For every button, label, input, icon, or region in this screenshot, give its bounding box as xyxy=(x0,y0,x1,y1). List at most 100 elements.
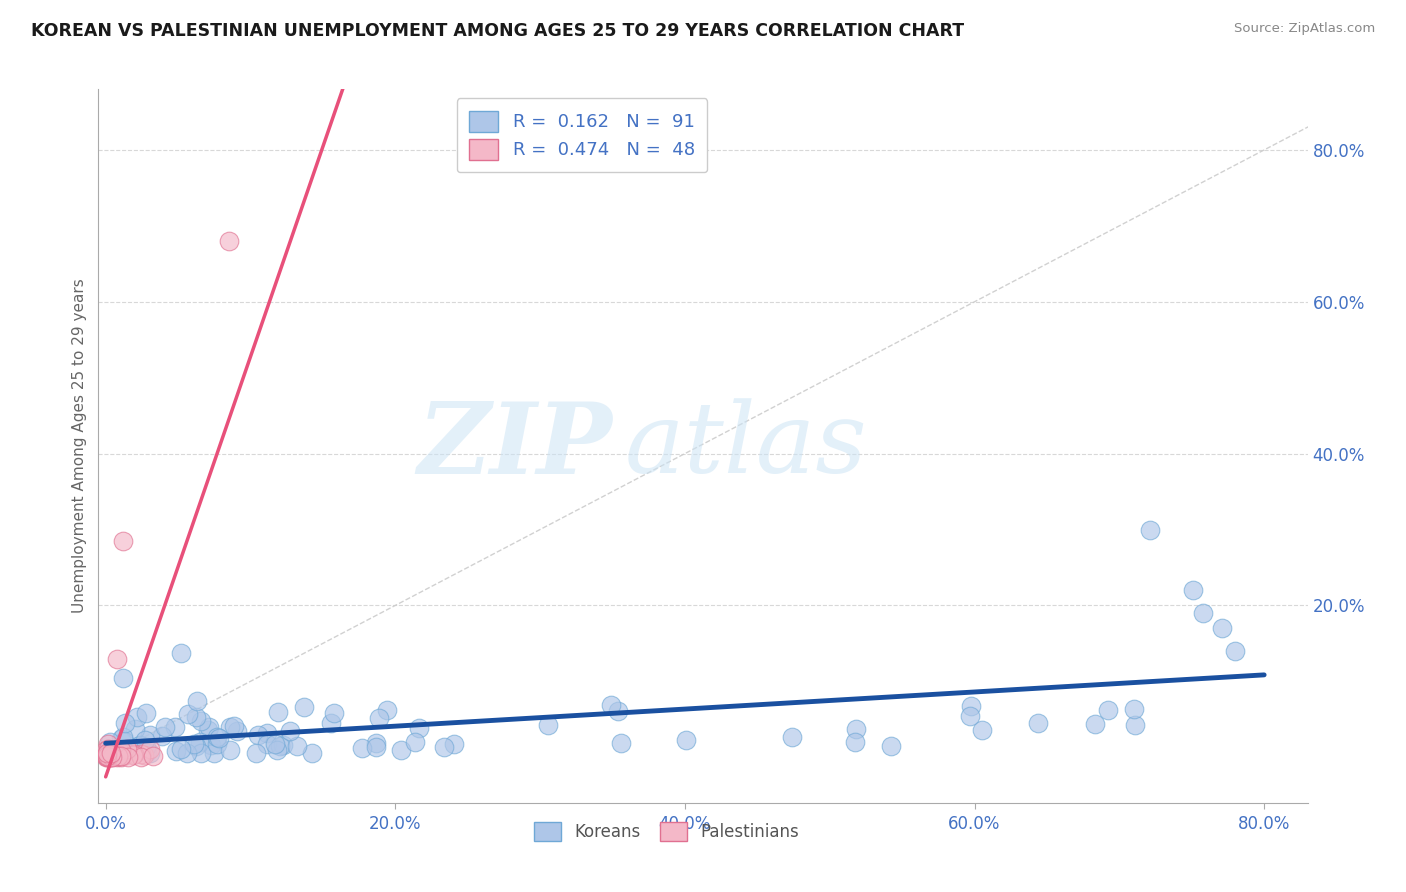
Point xyxy=(105,747,128,761)
Point xyxy=(135,740,157,755)
Point xyxy=(96,746,118,760)
Point xyxy=(122,747,145,762)
Point xyxy=(177,706,200,721)
Point xyxy=(368,711,391,725)
Point xyxy=(101,750,124,764)
Point xyxy=(96,749,118,764)
Point xyxy=(96,747,118,761)
Point xyxy=(97,745,120,759)
Point xyxy=(110,732,132,747)
Point xyxy=(610,736,633,750)
Point xyxy=(186,739,208,754)
Point xyxy=(959,708,981,723)
Point xyxy=(96,749,118,764)
Point xyxy=(256,726,278,740)
Text: atlas: atlas xyxy=(624,399,868,493)
Text: Source: ZipAtlas.com: Source: ZipAtlas.com xyxy=(1234,22,1375,36)
Point xyxy=(100,747,122,761)
Text: ZIP: ZIP xyxy=(418,398,613,494)
Point xyxy=(165,719,187,733)
Point xyxy=(105,749,128,764)
Point xyxy=(246,728,269,742)
Point xyxy=(129,738,152,752)
Point xyxy=(97,748,120,763)
Point xyxy=(256,737,278,751)
Point xyxy=(285,739,308,753)
Point xyxy=(97,749,120,764)
Point xyxy=(138,747,160,761)
Point xyxy=(110,749,132,764)
Point xyxy=(190,714,212,729)
Point xyxy=(218,234,240,248)
Point xyxy=(1211,621,1233,635)
Point xyxy=(134,733,156,747)
Point xyxy=(1097,703,1119,717)
Point xyxy=(190,746,212,760)
Point xyxy=(292,700,315,714)
Point xyxy=(97,749,120,764)
Point xyxy=(322,706,344,721)
Point xyxy=(155,720,177,734)
Point xyxy=(100,746,122,760)
Point xyxy=(364,737,387,751)
Point xyxy=(267,706,290,720)
Point xyxy=(150,729,173,743)
Point xyxy=(600,698,623,713)
Point xyxy=(170,646,193,660)
Legend: Koreans, Palestinians: Koreans, Palestinians xyxy=(527,815,806,848)
Point xyxy=(188,735,211,749)
Point xyxy=(845,723,868,737)
Point xyxy=(350,740,373,755)
Point xyxy=(96,741,118,756)
Point xyxy=(1123,718,1146,732)
Point xyxy=(142,748,165,763)
Point xyxy=(219,720,242,734)
Point xyxy=(131,747,153,761)
Point xyxy=(111,747,134,761)
Point xyxy=(170,741,193,756)
Point xyxy=(1181,583,1204,598)
Point xyxy=(404,735,426,749)
Point xyxy=(112,734,135,748)
Point xyxy=(114,716,136,731)
Point xyxy=(202,747,225,761)
Point xyxy=(135,706,157,720)
Point xyxy=(122,748,145,763)
Point xyxy=(107,749,129,764)
Point xyxy=(129,749,152,764)
Point xyxy=(364,739,387,754)
Point xyxy=(408,721,430,735)
Point xyxy=(176,746,198,760)
Point xyxy=(105,750,128,764)
Point xyxy=(443,737,465,751)
Point xyxy=(205,731,228,745)
Point xyxy=(1223,644,1246,658)
Point xyxy=(266,743,288,757)
Point xyxy=(844,735,866,749)
Point xyxy=(319,716,342,731)
Point xyxy=(96,750,118,764)
Point xyxy=(225,723,247,738)
Point xyxy=(139,742,162,756)
Point xyxy=(301,746,323,760)
Point xyxy=(94,748,117,763)
Point xyxy=(100,746,122,760)
Point xyxy=(269,739,291,753)
Point xyxy=(271,738,294,752)
Point xyxy=(1026,715,1049,730)
Point xyxy=(112,730,135,744)
Point xyxy=(200,738,222,752)
Point xyxy=(183,737,205,751)
Point xyxy=(114,748,136,763)
Point xyxy=(136,745,159,759)
Point xyxy=(98,750,121,764)
Point xyxy=(1083,716,1105,731)
Point xyxy=(97,747,120,762)
Point xyxy=(97,748,120,763)
Point xyxy=(101,748,124,763)
Point xyxy=(94,743,117,757)
Point xyxy=(219,743,242,757)
Point xyxy=(197,723,219,737)
Point xyxy=(207,737,229,751)
Point xyxy=(98,749,121,764)
